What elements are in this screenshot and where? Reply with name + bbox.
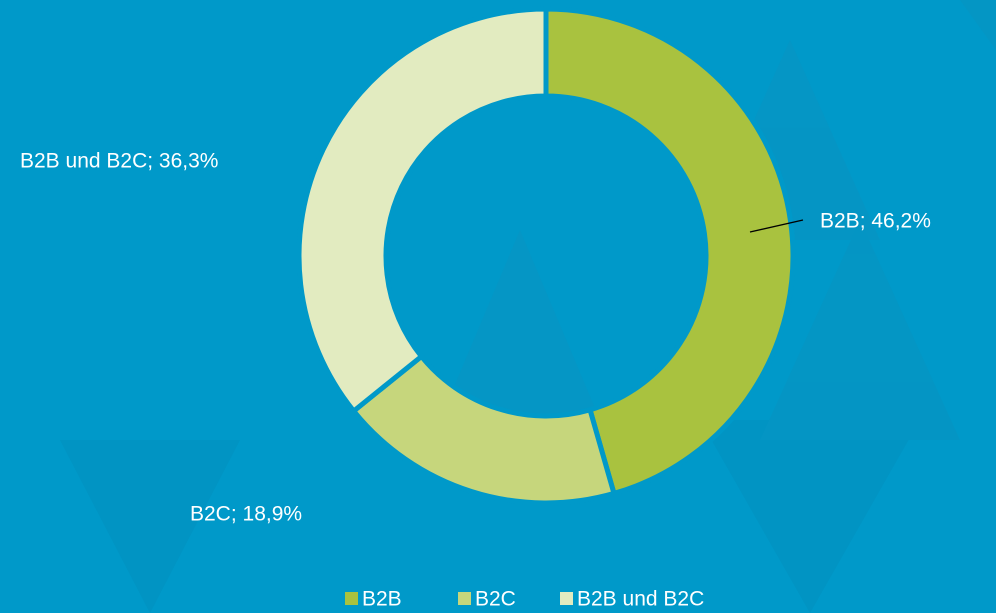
legend-label: B2B und B2C [577, 588, 704, 611]
legend-swatch [560, 592, 573, 605]
donut-segment [296, 6, 549, 415]
leader-line [749, 219, 804, 233]
data-label: B2B; 46,2% [820, 210, 931, 233]
legend: B2B B2C B2B und B2C [345, 588, 704, 611]
legend-swatch [345, 592, 358, 605]
legend-label: B2B [362, 588, 402, 611]
legend-label: B2C [475, 588, 516, 611]
data-label: B2C; 18,9% [190, 503, 302, 526]
legend-swatch [458, 592, 471, 605]
data-label: B2B und B2C; 36,3% [20, 150, 218, 173]
donut-segment [350, 352, 618, 506]
donut-segment [543, 6, 796, 497]
